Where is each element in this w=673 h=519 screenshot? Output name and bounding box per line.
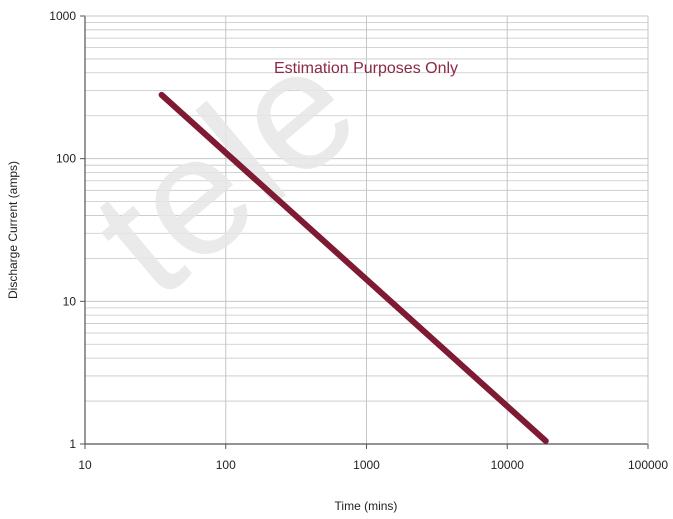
x-tick-label: 100000 bbox=[628, 458, 668, 472]
annotation-estimation-purposes-only: Estimation Purposes Only bbox=[274, 60, 458, 77]
x-tick-label: 10000 bbox=[491, 458, 525, 472]
axes bbox=[80, 15, 649, 449]
y-tick-label: 100 bbox=[56, 152, 76, 166]
series-line-1 bbox=[158, 91, 549, 444]
x-tick-label: 10 bbox=[78, 458, 92, 472]
y-tick-label: 10 bbox=[63, 294, 77, 308]
y-axis-title: Discharge Current (amps) bbox=[6, 161, 20, 299]
series-layer bbox=[158, 91, 549, 444]
x-tick-label: 100 bbox=[216, 458, 236, 472]
y-tick-label: 1000 bbox=[49, 9, 76, 23]
x-tick-label: 1000 bbox=[353, 458, 380, 472]
x-axis-title: Time (mins) bbox=[335, 499, 398, 513]
y-tick-label: 1 bbox=[69, 437, 76, 451]
